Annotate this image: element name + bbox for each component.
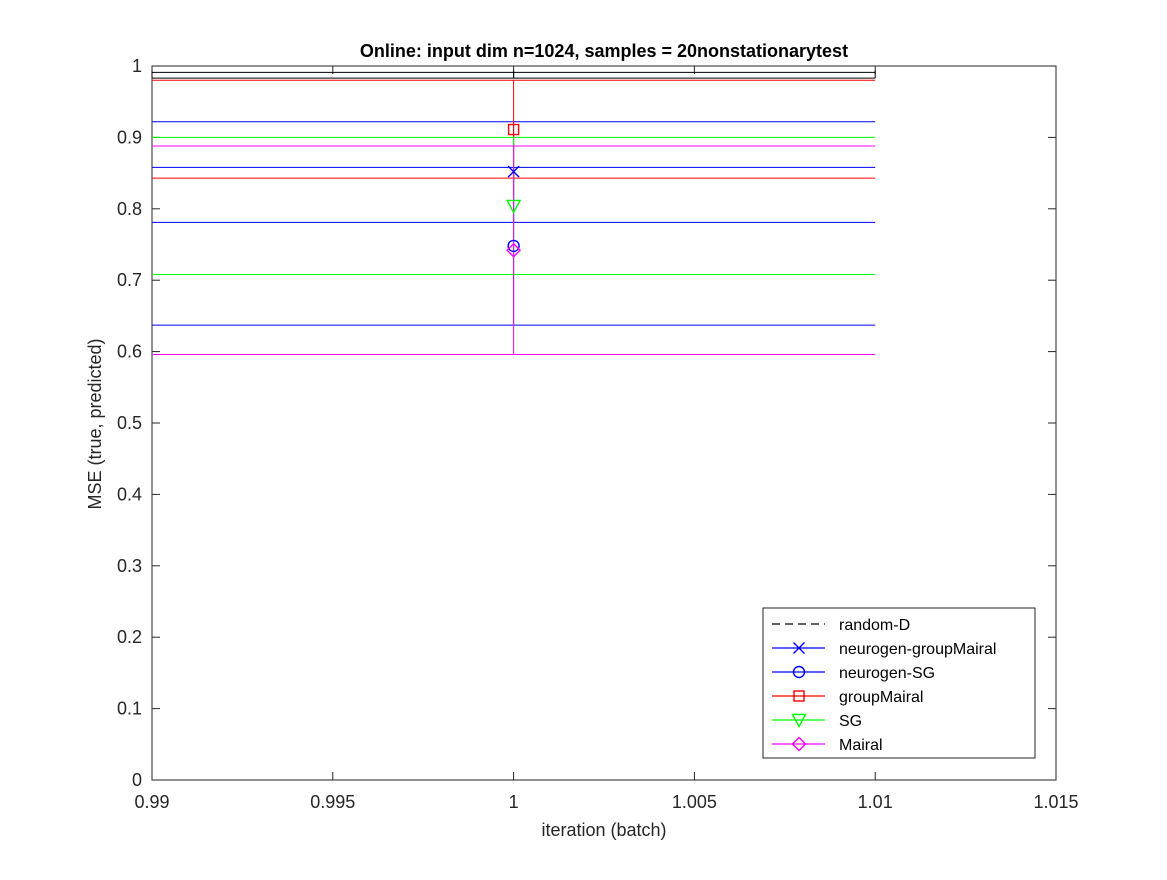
marker-x-stroke	[793, 642, 805, 654]
legend-entry: neurogen-SG	[772, 665, 935, 682]
legend-entry: Mairal	[772, 736, 883, 754]
legend-entry: random-D	[772, 617, 910, 634]
legend-marker	[793, 642, 805, 654]
legend-marker	[792, 665, 806, 679]
legend-box	[762, 607, 1036, 759]
x-tick-label: 0.995	[310, 792, 355, 812]
data-point-marker	[507, 165, 520, 178]
x-tick-label: 1	[509, 792, 519, 812]
data-point-marker	[507, 239, 520, 253]
y-tick-label: 0.4	[117, 484, 142, 504]
data-point-marker	[506, 242, 522, 258]
y-tick-label: 0.9	[117, 127, 142, 147]
y-axis-label: MSE (true, predicted)	[85, 338, 105, 509]
x-tick-label: 1.01	[858, 792, 893, 812]
y-tick-label: 0.2	[117, 627, 142, 647]
legend-marker	[793, 690, 805, 702]
legend-label: groupMairal	[839, 689, 923, 706]
legend-label: Mairal	[839, 737, 883, 754]
y-tick-label: 0.7	[117, 270, 142, 290]
data-point-marker	[505, 199, 522, 214]
legend-entry: neurogen-groupMairal	[772, 641, 996, 658]
y-tick-label: 0.1	[117, 699, 142, 719]
legend-marker	[791, 713, 807, 728]
legend-entry: SG	[772, 713, 862, 730]
x-axis-label: iteration (batch)	[541, 820, 666, 840]
legend: random-D neurogen-groupMairal neurogen-SG g…	[762, 607, 1036, 759]
legend-entry: groupMairal	[772, 689, 923, 706]
legend-label: neurogen-groupMairal	[839, 641, 996, 658]
data-point-marker	[507, 123, 520, 136]
y-tick-label: 0.8	[117, 199, 142, 219]
y-tick-label: 0	[132, 770, 142, 790]
x-tick-label: 1.005	[672, 792, 717, 812]
y-tick-label: 1	[132, 56, 142, 76]
chart-title: Online: input dim n=1024, samples = 20no…	[360, 41, 848, 61]
legend-label: SG	[839, 713, 862, 730]
legend-label: random-D	[839, 617, 910, 634]
marker-x-stroke	[507, 165, 520, 178]
y-tick-label: 0.6	[117, 342, 142, 362]
x-tick-label: 0.99	[134, 792, 169, 812]
y-tick-label: 0.5	[117, 413, 142, 433]
x-tick-label: 1.015	[1033, 792, 1078, 812]
legend-label: neurogen-SG	[839, 665, 935, 682]
legend-marker	[791, 736, 807, 752]
plot-area: 0.99 0.995 1 1.005 1.01 1.015 0 0.1 0.2 0.3 0.4 0.5…	[117, 56, 1079, 812]
y-tick-label: 0.3	[117, 556, 142, 576]
